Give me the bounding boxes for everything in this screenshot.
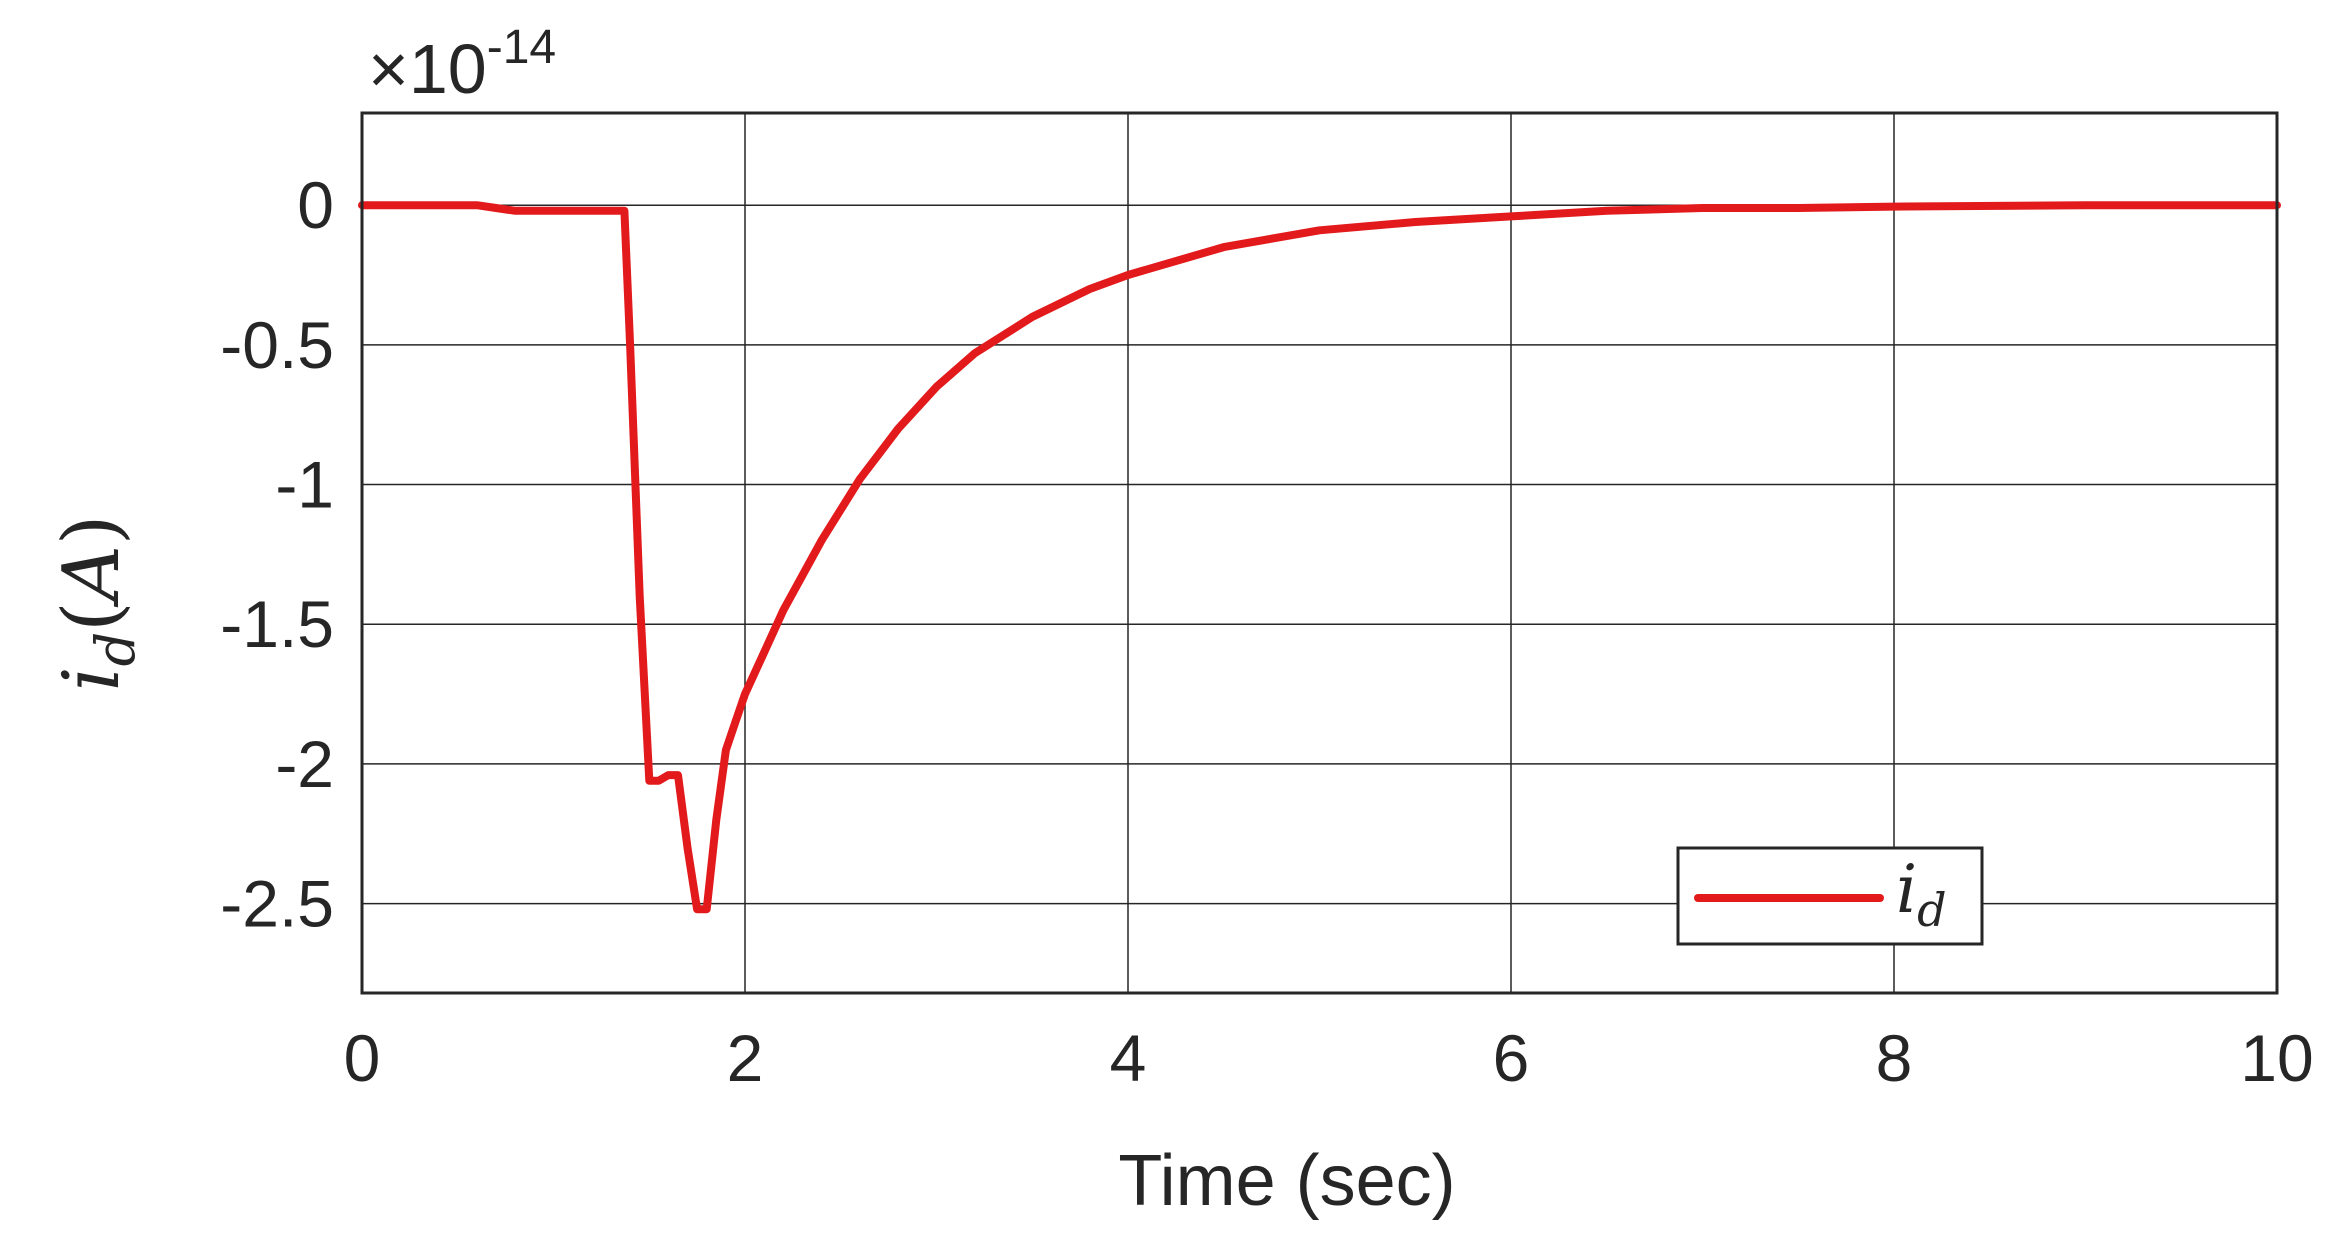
plot-area-frame bbox=[360, 111, 2279, 995]
x-tick-label: 2 bbox=[727, 1021, 764, 1095]
svg-text:id(A): id(A) bbox=[47, 515, 147, 692]
x-tick-label: 0 bbox=[344, 1021, 381, 1095]
x-tick-label: 8 bbox=[1876, 1021, 1913, 1095]
y-exponent-power: -14 bbox=[487, 21, 556, 74]
y-axis-unit: ( bbox=[47, 601, 137, 631]
series-layer bbox=[358, 201, 2281, 914]
legend-entry-subscript: d bbox=[1917, 883, 1946, 937]
y-axis-symbol: i bbox=[47, 666, 137, 691]
y-axis-unit-close: ) bbox=[47, 515, 137, 545]
y-tick-label: -1.5 bbox=[220, 587, 334, 661]
y-axis-title: id(A) bbox=[47, 515, 147, 692]
y-tick-label: -2 bbox=[275, 727, 334, 801]
y-axis-unit-symbol: A bbox=[47, 545, 137, 607]
x-tick-label: 6 bbox=[1493, 1021, 1530, 1095]
x-axis-title: Time (sec) bbox=[1118, 1141, 1455, 1221]
y-axis-exponent: ×10-14 bbox=[368, 21, 556, 108]
x-ticks: 0 2 4 6 8 10 bbox=[344, 1021, 2314, 1095]
y-tick-label: -1 bbox=[275, 448, 334, 522]
series-line-i-d bbox=[358, 201, 2281, 914]
y-axis-subscript: d bbox=[84, 632, 147, 667]
y-tick-label: -0.5 bbox=[220, 308, 334, 382]
legend: id bbox=[1676, 846, 1984, 946]
y-ticks: 0 -0.5 -1 -1.5 -2 -2.5 bbox=[220, 168, 334, 940]
svg-text:id: id bbox=[1896, 851, 1947, 937]
x-tick-label: 10 bbox=[2240, 1021, 2313, 1095]
legend-entry-symbol: i bbox=[1896, 851, 1917, 928]
x-tick-label: 4 bbox=[1110, 1021, 1147, 1095]
y-tick-label: 0 bbox=[297, 168, 334, 242]
grid-lines bbox=[361, 113, 2278, 993]
y-exponent-multiplier: ×10 bbox=[368, 30, 487, 108]
y-tick-label: -2.5 bbox=[220, 867, 334, 941]
